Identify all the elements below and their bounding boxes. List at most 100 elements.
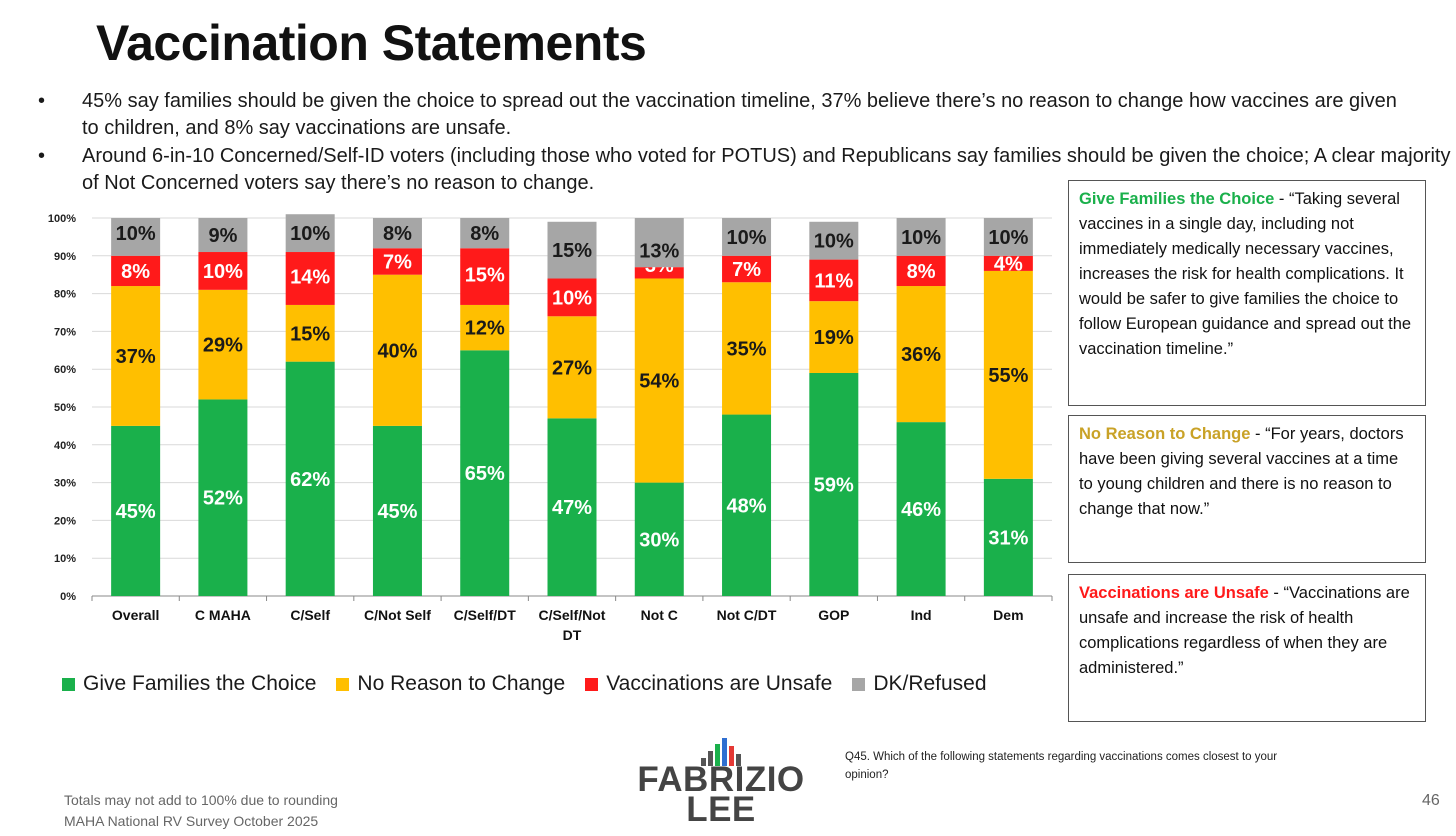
data-label: 46% [901,499,941,521]
data-label: 27% [552,357,592,379]
bar-segment [198,252,248,290]
x-category-label: C/Self/Not [539,607,606,623]
data-label: 10% [814,231,854,253]
legend-label: Vaccinations are Unsafe [606,672,833,695]
chart-legend: Give Families the Choice No Reason to Ch… [62,672,1007,696]
y-tick-label: 0% [60,591,76,603]
bar-segment [460,218,510,249]
data-label: 30% [639,529,679,551]
legend-item-give-choice: Give Families the Choice [62,672,316,696]
x-category-label: C/Not Self [364,607,431,623]
bullet-text: 45% say families should be given the cho… [82,90,1397,139]
bar-segment [896,218,946,256]
bar-segment [983,270,1033,479]
data-label: 65% [465,463,505,485]
bar-segment [722,282,772,415]
bar-segment [372,274,422,426]
page-title: Vaccination Statements [96,15,647,71]
bar-segment [285,214,335,253]
bullet-item: • 45% say families should be given the c… [38,88,1418,142]
definition-heading: Give Families the Choice [1079,190,1275,208]
bar-segment [547,278,597,317]
x-category-label: Not C/DT [717,607,777,623]
data-label: 10% [901,227,941,249]
data-label: 29% [203,335,243,357]
bar-segment [896,286,946,423]
bar-segment [198,218,248,253]
footnotes: Totals may not add to 100% due to roundi… [64,790,338,832]
bar-segment [634,278,684,483]
data-label: 10% [116,223,156,245]
bar-segment [111,425,161,596]
bar-segment [634,267,684,279]
bar-segment [111,255,161,287]
bar-segment [809,301,859,373]
data-label: 8% [121,261,150,283]
data-label: 52% [203,488,243,510]
bullet-dot: • [38,90,46,112]
data-label: 9% [208,225,237,247]
legend-item-dk-refused: DK/Refused [852,672,987,696]
bar-segment [460,248,510,305]
bar-segment [983,255,1033,271]
legend-swatch [852,677,866,691]
y-tick-label: 10% [54,553,76,565]
y-tick-label: 30% [54,478,76,490]
bar-segment [722,414,772,596]
y-tick-label: 50% [54,402,76,414]
bullet-text: Around 6-in-10 Concerned/Self-ID voters … [82,145,1451,194]
bar-segment [372,248,422,275]
definition-heading: No Reason to Change [1079,425,1251,443]
legend-item-unsafe: Vaccinations are Unsafe [585,672,832,696]
data-label: 8% [383,223,412,245]
definition-box-no-reason: No Reason to Change - “For years, doctor… [1068,415,1426,563]
x-category-label: C MAHA [195,607,251,623]
bar-segment [372,425,422,596]
footnote-line: MAHA National RV Survey October 2025 [64,813,319,829]
definition-text: “Taking several vaccines in a single day… [1079,190,1412,358]
bar-segment [547,316,597,419]
definition-box-give-choice: Give Families the Choice - “Taking sever… [1068,180,1426,406]
data-label: 13% [639,241,679,263]
logo-word-2: LEE [686,790,756,829]
bar-segment [198,399,248,596]
logo-bar [722,738,727,766]
legend-item-no-reason: No Reason to Change [336,672,565,696]
x-category-label: C/Self [290,607,330,623]
legend-label: Give Families the Choice [83,672,317,695]
bar-segment [896,422,946,596]
data-label: 8% [470,223,499,245]
bar-segment [896,255,946,287]
fabrizio-lee-logo: FABRIZIO LEE [636,738,806,829]
bar-segment [285,304,335,362]
bar-segment [111,218,161,256]
data-label: 40% [377,340,417,362]
data-label: 47% [552,497,592,519]
stacked-bar-chart: 0% 10% 20% 30% 40% 50% 60% 70% 80% 90% 100% 45% 37% 8… [48,213,1053,643]
bar-segment [983,218,1033,256]
data-label: 7% [383,251,412,273]
bar-segment [634,218,684,268]
y-tick-label: 80% [54,289,76,301]
data-label: 12% [465,318,505,340]
bar-segment [111,286,161,426]
data-label: 15% [290,323,330,345]
y-tick-label: 70% [54,326,76,338]
x-category-label: Not C [641,607,678,623]
x-category-label: C/Self/DT [454,607,517,623]
bar-segment [460,304,510,351]
logo-bar [729,746,734,766]
logo-bar [736,754,741,766]
bar-segment [634,482,684,596]
definition-text: “For years, doctors have been giving sev… [1079,425,1404,518]
x-category-label: Dem [993,607,1023,623]
data-label: 10% [727,227,767,249]
bar-segment [809,221,859,260]
bar-segment [809,259,859,302]
data-label: 10% [203,261,243,283]
data-label: 4% [994,253,1023,275]
definition-box-unsafe: Vaccinations are Unsafe - “Vaccinations … [1068,574,1426,722]
data-label: 19% [814,327,854,349]
bullet-list: • 45% say families should be given the c… [38,88,1450,198]
legend-swatch [585,677,599,691]
